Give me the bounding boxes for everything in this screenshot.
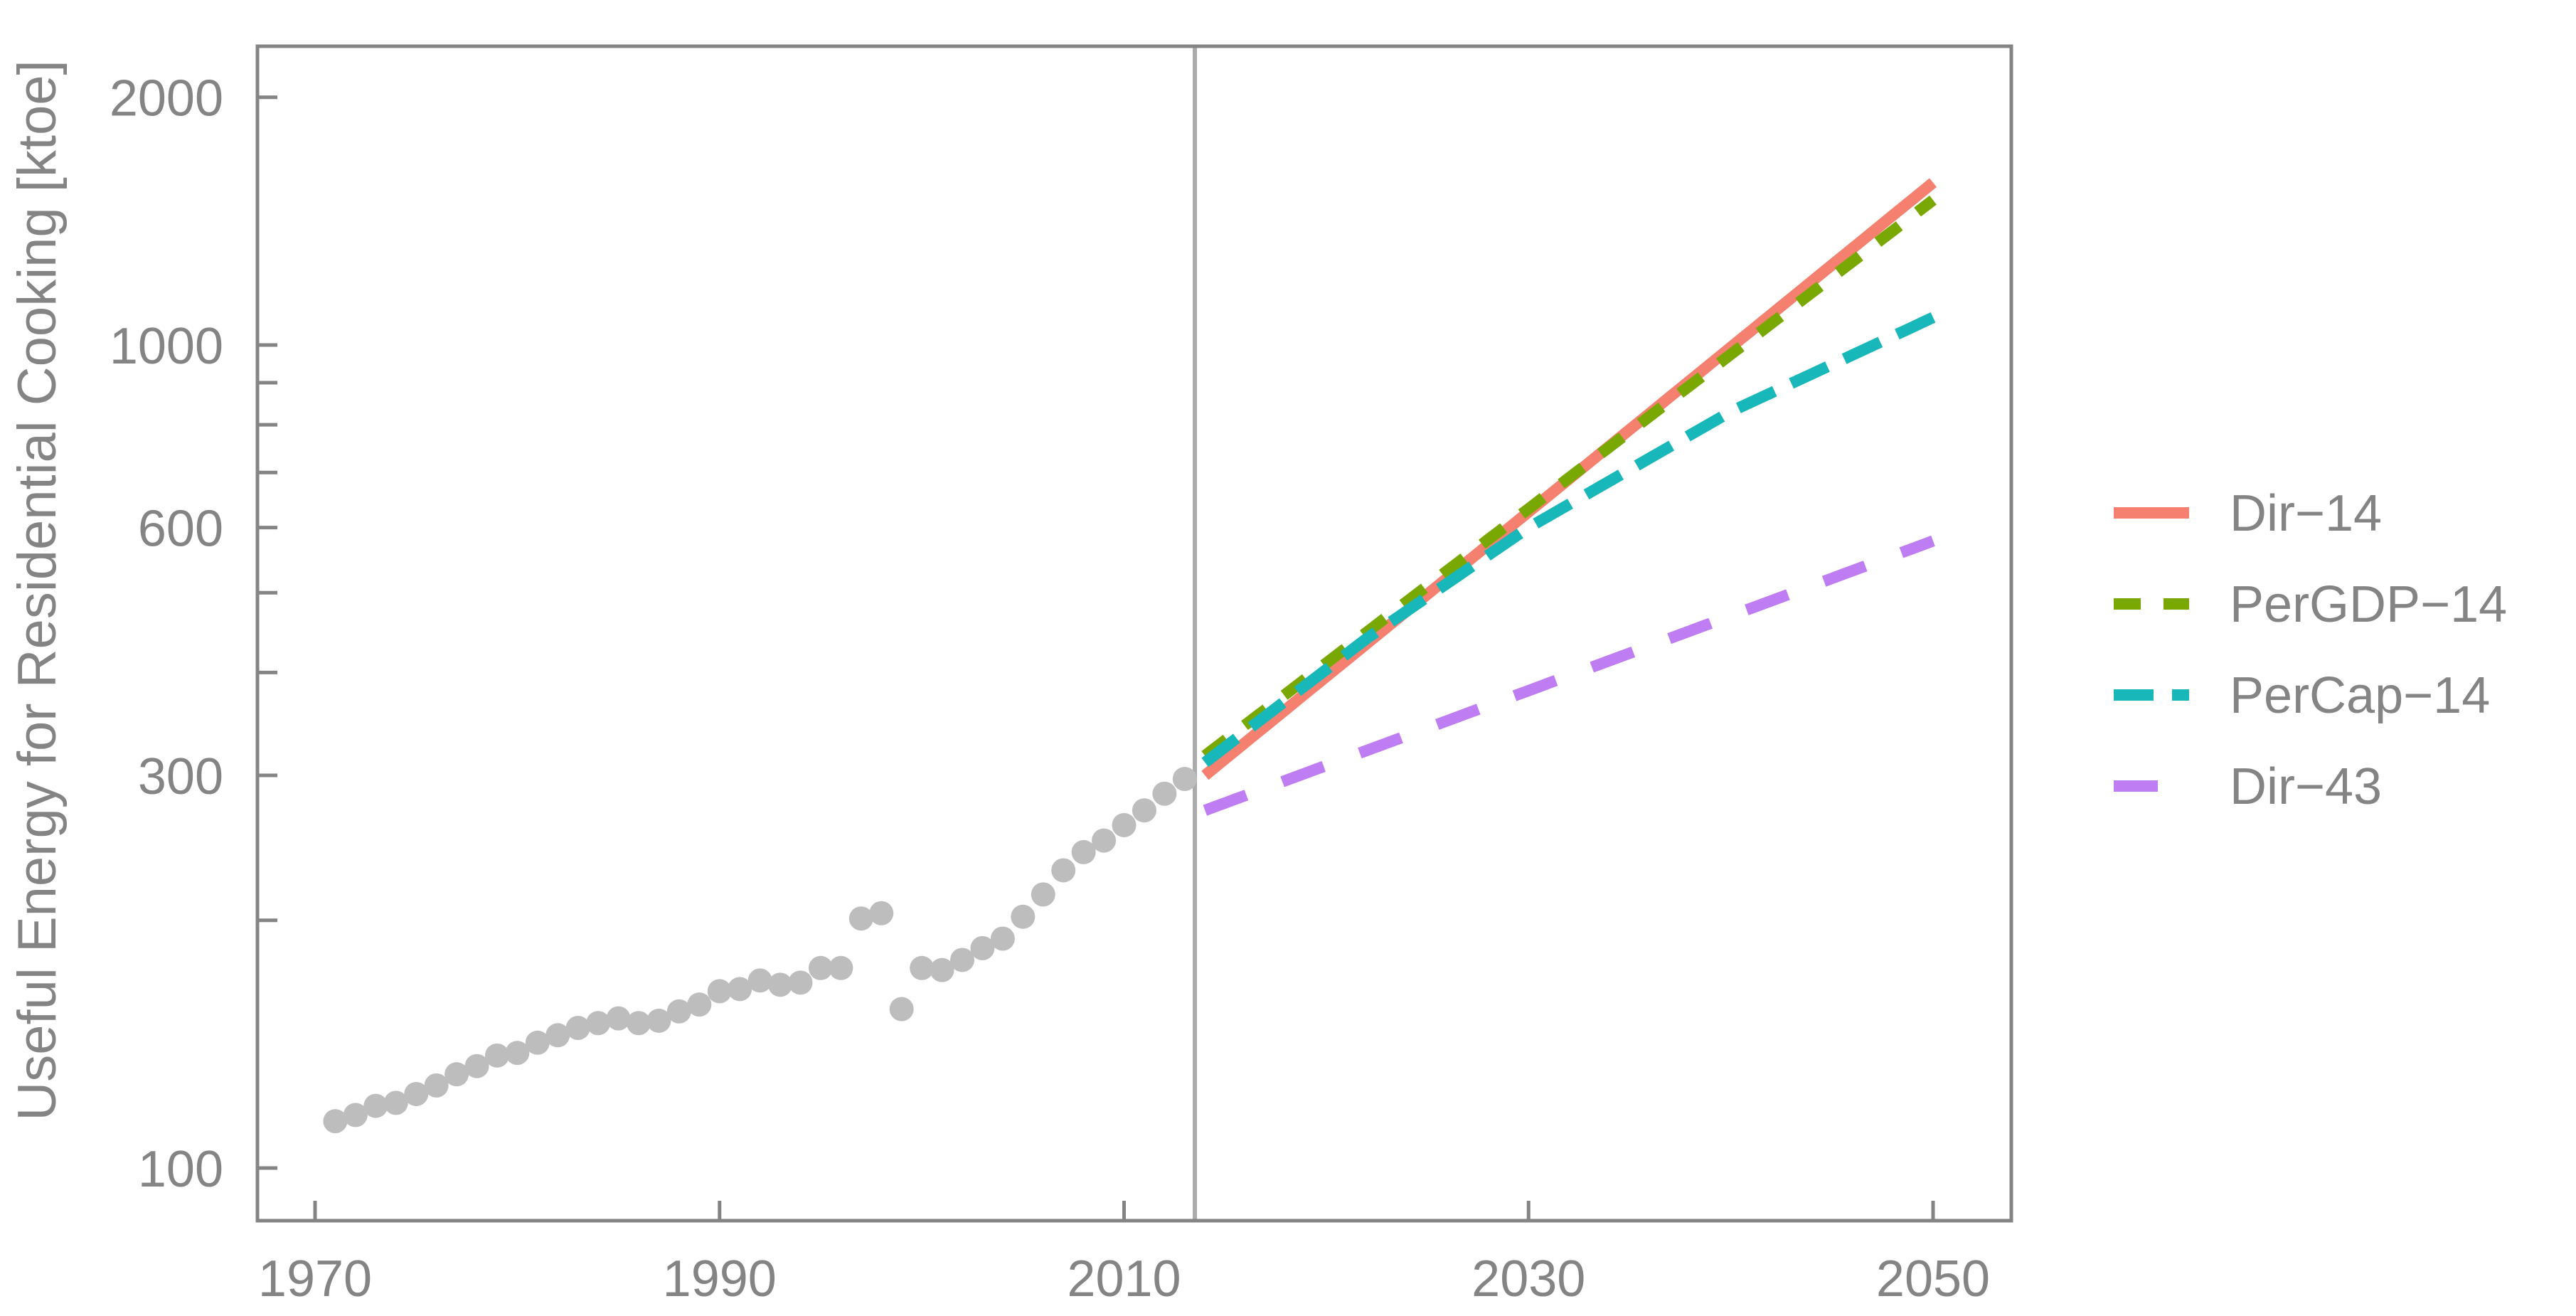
legend-label-PerGDP-14: PerGDP−14: [2230, 576, 2507, 633]
x-tick-label: 2030: [1471, 1251, 1585, 1307]
x-tick-label: 2010: [1067, 1251, 1181, 1307]
data-point: [748, 968, 772, 992]
y-tick-label: 100: [138, 1141, 223, 1198]
legend-label-PerCap-14: PerCap−14: [2230, 667, 2490, 724]
y-axis-title: Useful Energy for Residential Cooking [k…: [7, 60, 68, 1120]
data-point: [789, 970, 813, 994]
data-point: [1112, 813, 1137, 837]
data-point: [1092, 829, 1116, 853]
x-axis-ticks: 1970 1990 2010 2030 2050: [258, 1201, 1990, 1307]
legend-label-Dir-43: Dir−43: [2230, 758, 2382, 815]
x-tick-label: 2050: [1876, 1251, 1990, 1307]
data-point: [1152, 782, 1176, 806]
data-point: [1011, 905, 1035, 929]
data-point: [1031, 882, 1055, 906]
y-tick-label: 600: [138, 501, 223, 558]
data-point: [950, 948, 974, 972]
y-tick-label: 300: [138, 748, 223, 805]
chart-figure: 1970 1990 2010 2030 2050 100 300 600 1000 2000 U…: [0, 0, 2576, 1316]
historical-points: [323, 767, 1196, 1133]
data-point: [566, 1016, 590, 1040]
y-axis-ticks: 100 300 600 1000 2000: [110, 70, 277, 1198]
data-point: [1173, 767, 1197, 791]
data-point: [607, 1007, 631, 1031]
data-point: [1132, 798, 1156, 822]
data-point: [586, 1011, 610, 1035]
x-tick-label: 1990: [663, 1251, 777, 1307]
data-point: [849, 906, 873, 930]
scenario-lines: [1205, 183, 1933, 810]
y-tick-label: 2000: [110, 70, 223, 127]
legend-label-Dir-14: Dir−14: [2230, 485, 2382, 542]
y-axis-title-text: Useful Energy for Residential Cooking [k…: [7, 60, 68, 1120]
data-point: [991, 926, 1015, 950]
y-tick-label: 1000: [110, 318, 223, 375]
series-line-PerCap-14: [1205, 317, 1933, 763]
data-point: [363, 1094, 388, 1118]
data-point: [1072, 840, 1096, 864]
legend: Dir−14 PerGDP−14 PerCap−14 Dir−43: [2114, 485, 2507, 815]
data-point: [890, 997, 914, 1022]
x-tick-label: 1970: [258, 1251, 372, 1307]
data-point: [829, 956, 853, 980]
chart-canvas: 1970 1990 2010 2030 2050 100 300 600 1000 2000 U…: [0, 0, 2576, 1316]
data-point: [1051, 858, 1075, 882]
data-point: [869, 901, 893, 925]
data-point: [687, 992, 711, 1017]
